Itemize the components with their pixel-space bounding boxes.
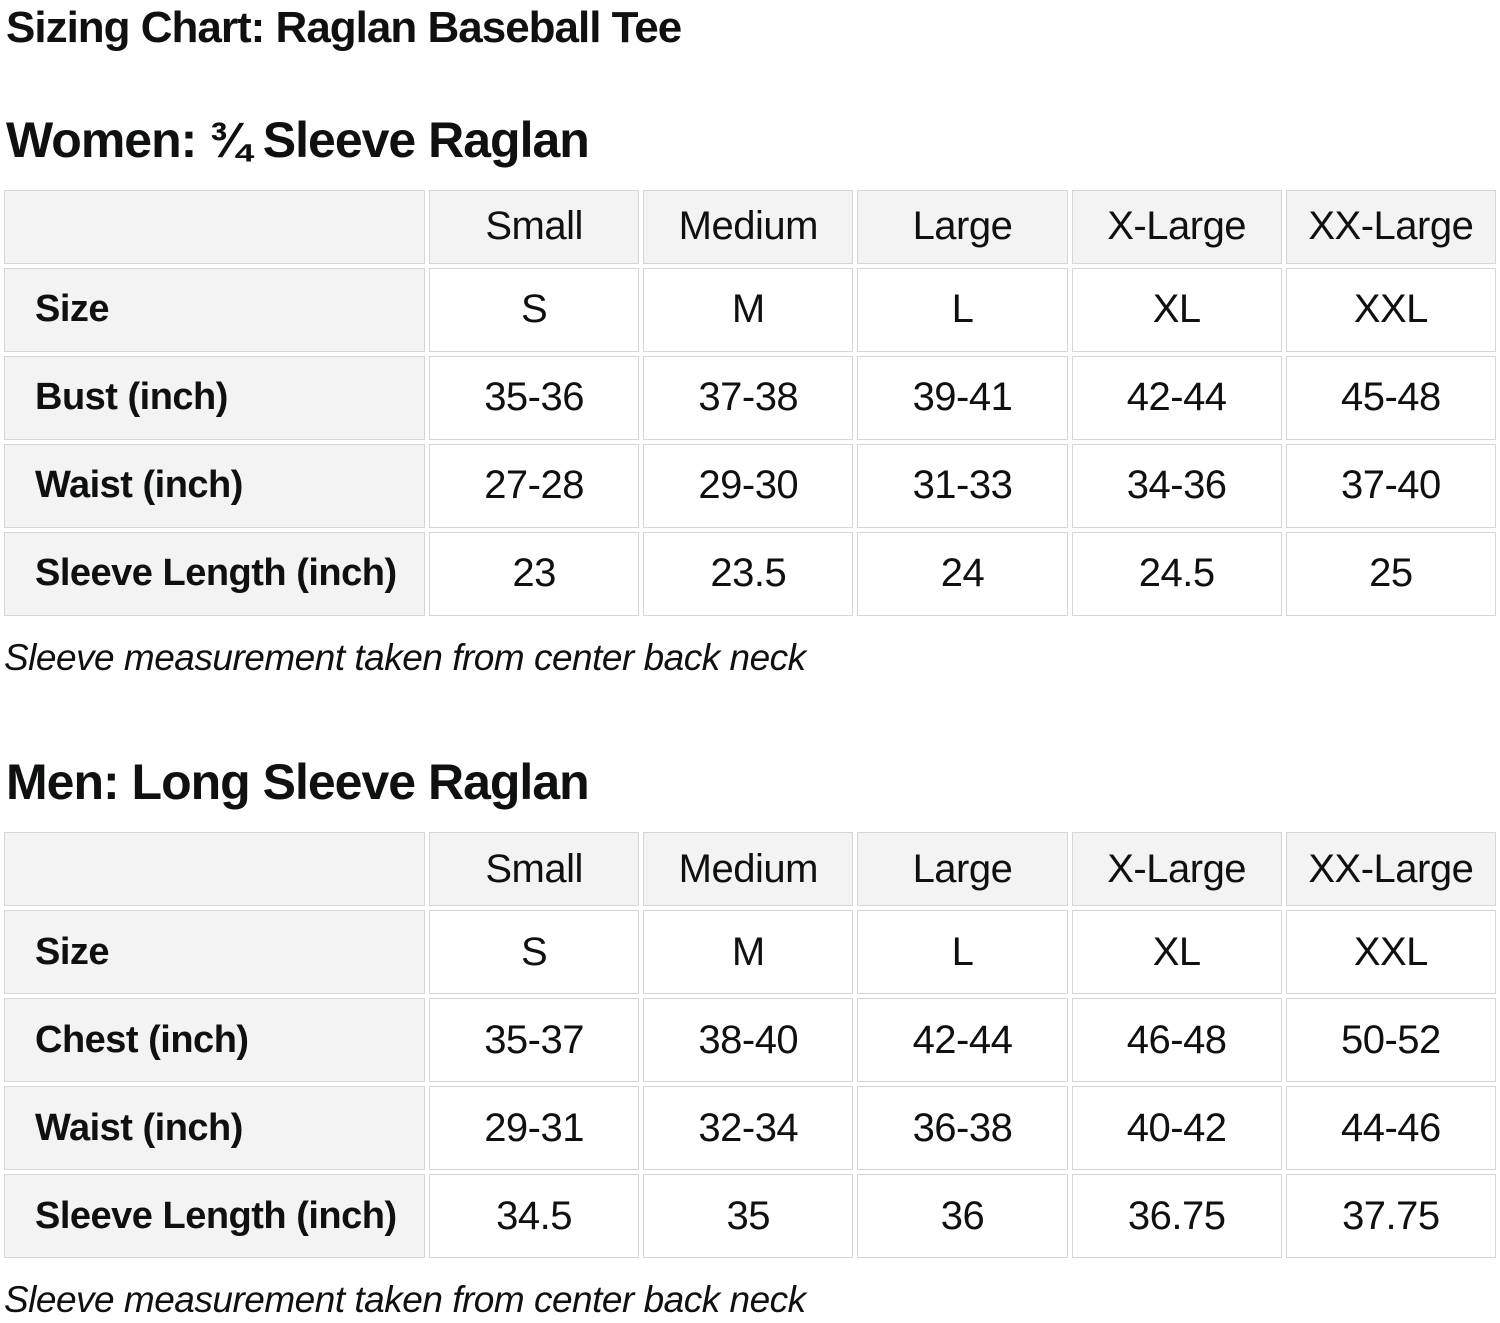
row-label: Waist (inch) bbox=[4, 443, 425, 528]
men-section-heading: Men: Long Sleeve Raglan bbox=[6, 754, 590, 811]
column-header-medium: Medium bbox=[643, 189, 854, 264]
table-cell: XXL bbox=[1285, 910, 1496, 995]
table-cell: 42-44 bbox=[857, 998, 1068, 1083]
table-cell: 29-31 bbox=[429, 1086, 640, 1171]
table-cell: 23 bbox=[429, 531, 640, 616]
column-header-x-large: X-Large bbox=[1071, 189, 1282, 264]
table-cell: 36-38 bbox=[857, 1086, 1068, 1171]
table-row-size: Size S M L XL XXL bbox=[4, 267, 1496, 352]
row-label: Size bbox=[4, 267, 425, 352]
table-cell: 38-40 bbox=[643, 998, 854, 1083]
corner-cell bbox=[4, 189, 425, 264]
table-cell: 32-34 bbox=[643, 1086, 854, 1171]
table-cell: 24.5 bbox=[1071, 531, 1282, 616]
row-label: Size bbox=[4, 910, 425, 995]
table-cell: 27-28 bbox=[429, 443, 640, 528]
column-header-x-large: X-Large bbox=[1071, 832, 1282, 907]
women-sizing-table: Small Medium Large X-Large XX-Large Size… bbox=[0, 186, 1500, 620]
women-section-heading: Women: ¾ Sleeve Raglan bbox=[6, 111, 590, 168]
table-cell: 37.75 bbox=[1285, 1174, 1496, 1259]
row-label: Bust (inch) bbox=[4, 355, 425, 440]
table-row-size: Size S M L XL XXL bbox=[4, 910, 1496, 995]
table-cell: 31-33 bbox=[857, 443, 1068, 528]
table-cell: S bbox=[429, 910, 640, 995]
row-label: Chest (inch) bbox=[4, 998, 425, 1083]
table-cell: 34-36 bbox=[1071, 443, 1282, 528]
table-cell: 25 bbox=[1285, 531, 1496, 616]
table-cell: 34.5 bbox=[429, 1174, 640, 1259]
table-cell: 46-48 bbox=[1071, 998, 1282, 1083]
table-cell: 35 bbox=[643, 1174, 854, 1259]
table-cell: M bbox=[643, 267, 854, 352]
table-cell: 37-40 bbox=[1285, 443, 1496, 528]
column-header-small: Small bbox=[429, 832, 640, 907]
men-sizing-table: Small Medium Large X-Large XX-Large Size… bbox=[0, 828, 1500, 1262]
column-header-large: Large bbox=[857, 189, 1068, 264]
page-title: Sizing Chart: Raglan Baseball Tee bbox=[6, 3, 682, 52]
table-cell: M bbox=[643, 910, 854, 995]
table-cell: 40-42 bbox=[1071, 1086, 1282, 1171]
column-header-small: Small bbox=[429, 189, 640, 264]
table-cell: 50-52 bbox=[1285, 998, 1496, 1083]
column-header-xx-large: XX-Large bbox=[1285, 189, 1496, 264]
table-cell: 35-36 bbox=[429, 355, 640, 440]
table-row-sleeve-length: Sleeve Length (inch) 34.5 35 36 36.75 37… bbox=[4, 1174, 1496, 1259]
table-cell: 36 bbox=[857, 1174, 1068, 1259]
column-header-large: Large bbox=[857, 832, 1068, 907]
table-cell: XL bbox=[1071, 267, 1282, 352]
table-cell: L bbox=[857, 267, 1068, 352]
table-header-row: Small Medium Large X-Large XX-Large bbox=[4, 189, 1496, 264]
table-header-row: Small Medium Large X-Large XX-Large bbox=[4, 832, 1496, 907]
table-cell: S bbox=[429, 267, 640, 352]
table-cell: 29-30 bbox=[643, 443, 854, 528]
table-row-chest: Chest (inch) 35-37 38-40 42-44 46-48 50-… bbox=[4, 998, 1496, 1083]
women-section: Women: ¾ Sleeve Raglan Small Medium Larg… bbox=[0, 110, 1500, 680]
men-sleeve-note: Sleeve measurement taken from center bac… bbox=[4, 1279, 806, 1321]
table-cell: 37-38 bbox=[643, 355, 854, 440]
women-sleeve-note: Sleeve measurement taken from center bac… bbox=[4, 636, 806, 678]
column-header-medium: Medium bbox=[643, 832, 854, 907]
table-row-waist: Waist (inch) 29-31 32-34 36-38 40-42 44-… bbox=[4, 1086, 1496, 1171]
table-cell: 23.5 bbox=[643, 531, 854, 616]
table-row-sleeve-length: Sleeve Length (inch) 23 23.5 24 24.5 25 bbox=[4, 531, 1496, 616]
table-cell: XXL bbox=[1285, 267, 1496, 352]
table-cell: 35-37 bbox=[429, 998, 640, 1083]
table-cell: 45-48 bbox=[1285, 355, 1496, 440]
table-cell: 24 bbox=[857, 531, 1068, 616]
row-label: Sleeve Length (inch) bbox=[4, 531, 425, 616]
corner-cell bbox=[4, 832, 425, 907]
column-header-xx-large: XX-Large bbox=[1285, 832, 1496, 907]
table-cell: 36.75 bbox=[1071, 1174, 1282, 1259]
table-cell: 39-41 bbox=[857, 355, 1068, 440]
row-label: Waist (inch) bbox=[4, 1086, 425, 1171]
table-cell: 44-46 bbox=[1285, 1086, 1496, 1171]
table-row-bust: Bust (inch) 35-36 37-38 39-41 42-44 45-4… bbox=[4, 355, 1496, 440]
table-row-waist: Waist (inch) 27-28 29-30 31-33 34-36 37-… bbox=[4, 443, 1496, 528]
row-label: Sleeve Length (inch) bbox=[4, 1174, 425, 1259]
table-cell: XL bbox=[1071, 910, 1282, 995]
table-cell: L bbox=[857, 910, 1068, 995]
table-cell: 42-44 bbox=[1071, 355, 1282, 440]
men-section: Men: Long Sleeve Raglan Small Medium Lar… bbox=[0, 752, 1500, 1322]
